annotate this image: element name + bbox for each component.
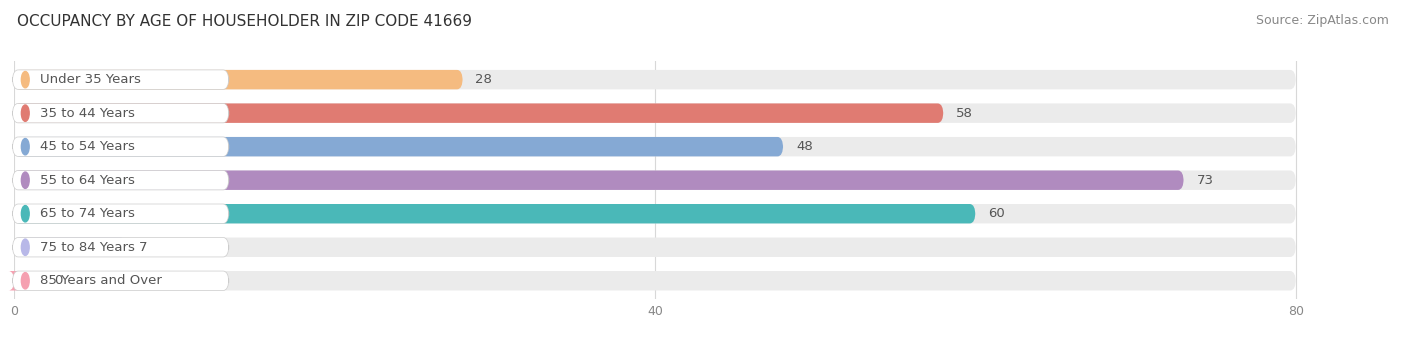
- Text: 7: 7: [139, 241, 148, 254]
- Circle shape: [21, 273, 30, 289]
- Text: 28: 28: [475, 73, 492, 86]
- Circle shape: [21, 206, 30, 222]
- FancyBboxPatch shape: [13, 137, 229, 156]
- Circle shape: [21, 138, 30, 155]
- Text: 58: 58: [956, 107, 973, 120]
- FancyBboxPatch shape: [14, 103, 943, 123]
- Text: 75 to 84 Years: 75 to 84 Years: [39, 241, 135, 254]
- FancyBboxPatch shape: [13, 204, 229, 223]
- FancyBboxPatch shape: [14, 170, 1184, 190]
- Text: 85 Years and Over: 85 Years and Over: [39, 274, 162, 287]
- Text: Source: ZipAtlas.com: Source: ZipAtlas.com: [1256, 14, 1389, 27]
- FancyBboxPatch shape: [14, 137, 783, 156]
- FancyBboxPatch shape: [14, 170, 1296, 190]
- FancyBboxPatch shape: [13, 70, 229, 89]
- FancyBboxPatch shape: [13, 170, 229, 190]
- Text: OCCUPANCY BY AGE OF HOUSEHOLDER IN ZIP CODE 41669: OCCUPANCY BY AGE OF HOUSEHOLDER IN ZIP C…: [17, 14, 472, 29]
- Circle shape: [21, 71, 30, 88]
- Circle shape: [21, 172, 30, 188]
- Text: 55 to 64 Years: 55 to 64 Years: [39, 174, 135, 187]
- FancyBboxPatch shape: [14, 103, 1296, 123]
- Text: 73: 73: [1197, 174, 1213, 187]
- Text: 0: 0: [53, 274, 62, 287]
- FancyBboxPatch shape: [8, 271, 20, 290]
- Text: 48: 48: [796, 140, 813, 153]
- FancyBboxPatch shape: [14, 70, 1296, 89]
- Text: 35 to 44 Years: 35 to 44 Years: [39, 107, 135, 120]
- FancyBboxPatch shape: [14, 238, 1296, 257]
- FancyBboxPatch shape: [13, 271, 229, 290]
- FancyBboxPatch shape: [14, 70, 463, 89]
- Text: 60: 60: [988, 207, 1005, 220]
- FancyBboxPatch shape: [14, 137, 1296, 156]
- Circle shape: [21, 105, 30, 121]
- FancyBboxPatch shape: [14, 204, 976, 223]
- FancyBboxPatch shape: [14, 238, 127, 257]
- Text: 65 to 74 Years: 65 to 74 Years: [39, 207, 135, 220]
- Circle shape: [21, 239, 30, 255]
- Text: 45 to 54 Years: 45 to 54 Years: [39, 140, 135, 153]
- FancyBboxPatch shape: [13, 238, 229, 257]
- FancyBboxPatch shape: [14, 204, 1296, 223]
- FancyBboxPatch shape: [13, 103, 229, 123]
- FancyBboxPatch shape: [14, 271, 1296, 290]
- Text: Under 35 Years: Under 35 Years: [39, 73, 141, 86]
